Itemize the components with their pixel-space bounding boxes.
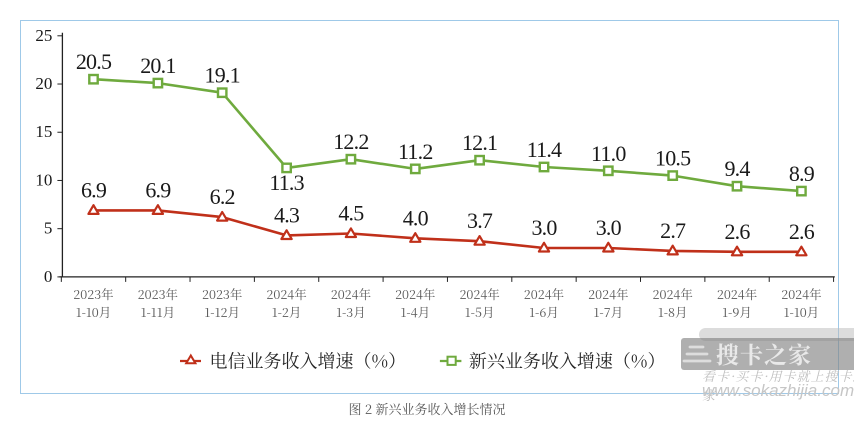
svg-text:新兴业务收入增速（%）: 新兴业务收入增速（%）	[469, 348, 666, 374]
svg-text:电信业务收入增速（%）: 电信业务收入增速（%）	[210, 348, 407, 374]
